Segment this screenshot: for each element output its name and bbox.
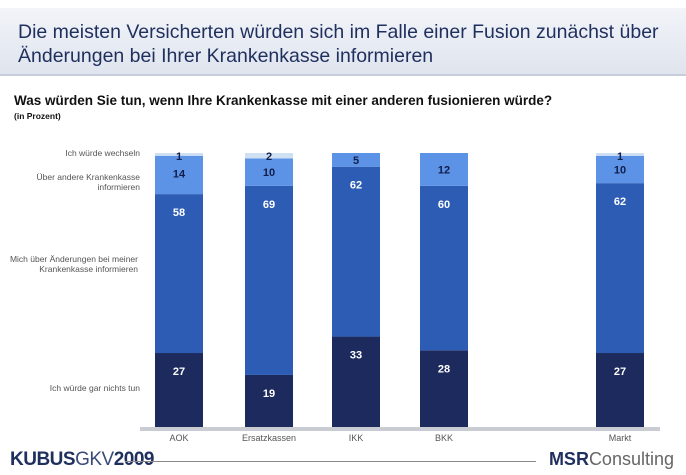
category-label: IKK: [349, 433, 364, 443]
bar-segment: [155, 153, 203, 156]
bar-segment: [596, 353, 644, 427]
msr-logo: MSRConsulting: [548, 449, 674, 469]
bar-segment: [420, 350, 468, 427]
data-label: 5: [353, 155, 359, 167]
legend-label-aenderungen: Mich über Änderungen bei meiner Krankenk…: [9, 254, 138, 274]
data-label: 58: [173, 207, 185, 219]
bar-segment: [245, 158, 293, 186]
bar-segment: [245, 153, 293, 159]
data-label: 10: [263, 167, 275, 179]
kubus-logo: KUBUSGKV2009: [10, 449, 154, 470]
data-label: 27: [173, 366, 185, 378]
data-label: 1: [176, 151, 182, 163]
legend-label-andere: Über andere Krankenkasse informieren: [36, 172, 140, 192]
category-label: AOK: [169, 433, 188, 443]
data-label: 60: [438, 199, 450, 211]
bar-segment: [332, 166, 380, 337]
legend-label-wechseln: Ich würde wechseln: [65, 148, 140, 158]
data-label: 10: [614, 164, 626, 176]
bar-segment: [596, 155, 644, 184]
data-label: 33: [350, 350, 362, 362]
bar-segment: [155, 155, 203, 195]
data-label: 69: [263, 199, 275, 211]
data-label: 27: [614, 366, 626, 378]
category-label: Ersatzkassen: [242, 433, 296, 443]
data-label: 62: [350, 180, 362, 192]
category-label: Markt: [609, 433, 632, 443]
data-label: 14: [173, 169, 186, 181]
bar-segment: [155, 353, 203, 427]
header-band: Die meisten Versicherten würden sich im …: [0, 8, 686, 76]
bar-segment: [420, 185, 468, 351]
bar-segment: [245, 185, 293, 375]
bar-segment: [596, 183, 644, 354]
chart-subtitle: (in Prozent): [14, 111, 61, 121]
bar-segment: [332, 336, 380, 427]
data-label: 28: [438, 363, 450, 375]
data-label: 19: [263, 388, 275, 400]
data-label: 1: [617, 151, 623, 163]
bar-segment: [596, 153, 644, 156]
baseline: [140, 427, 660, 431]
bar-segment: [420, 153, 468, 186]
footer-divider: [125, 461, 536, 462]
bar-segment: [332, 153, 380, 167]
legend-label-nichts: Ich würde gar nichts tun: [49, 383, 140, 393]
page-title: Die meisten Versicherten würden sich im …: [18, 21, 659, 67]
data-label: 62: [614, 196, 626, 208]
bar-segment: [245, 374, 293, 427]
category-label: BKK: [435, 433, 453, 443]
data-label: 12: [438, 164, 450, 176]
data-label: 2: [266, 151, 272, 163]
bar-segment: [155, 194, 203, 354]
chart-title: Was würden Sie tun, wenn Ihre Krankenkas…: [14, 93, 553, 108]
